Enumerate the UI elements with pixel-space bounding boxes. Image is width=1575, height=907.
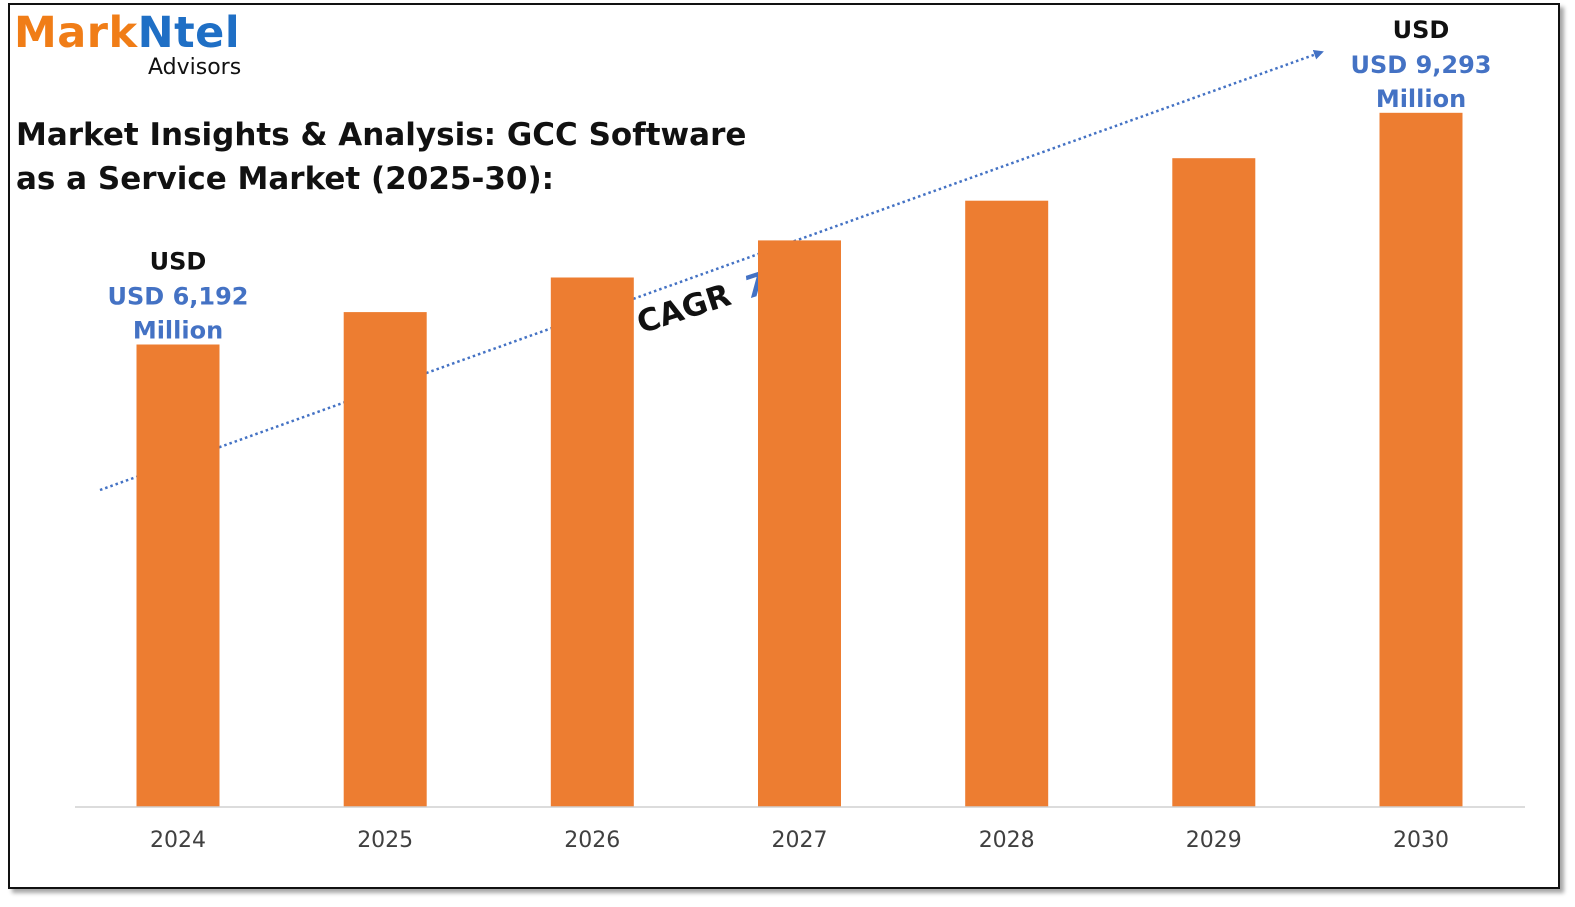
cagr-prefix: CAGR [633,277,736,341]
bar-2028 [965,200,1049,807]
marknetel-logo: MarkNtel Advisors [14,10,241,80]
logo-mark-text: Mark [14,8,138,58]
bar-2025 [343,312,427,807]
annotation-currency-2030: USD [1393,16,1450,44]
annotations-group: USD USD 6,192 Million USD USD 9,293 Million [108,16,1492,345]
annotation-value-2030: USD 9,293 [1351,51,1492,79]
chart-title: Market Insights & Analysis: GCC Software… [16,117,747,197]
annotation-currency-2024: USD [150,248,207,276]
bar-2027 [758,240,841,807]
bar-2024 [136,344,220,807]
x-tick-labels: 2024 2025 2026 2027 2028 2029 2030 [150,828,1449,853]
x-tick-label-2028: 2028 [979,828,1035,853]
annotation-unit-2030: Million [1376,85,1466,113]
x-tick-label-2029: 2029 [1186,828,1242,853]
annotation-unit-2024: Million [133,317,223,345]
logo-ntel-text: Ntel [137,8,241,58]
trend-arrow [99,49,1324,492]
x-tick-label-2030: 2030 [1393,828,1449,853]
bar-2030 [1379,112,1463,808]
x-tick-label-2024: 2024 [150,828,206,853]
annotation-value-2024: USD 6,192 [108,283,249,311]
x-tick-label-2025: 2025 [357,828,413,853]
bar-2026 [550,277,634,807]
x-tick-label-2026: 2026 [564,828,620,853]
logo-wordmark: MarkNtel [14,10,240,56]
x-tick-label-2027: 2027 [772,828,828,853]
bars-group [136,112,1463,808]
bar-2029 [1172,158,1256,807]
logo-tagline: Advisors [148,55,242,80]
